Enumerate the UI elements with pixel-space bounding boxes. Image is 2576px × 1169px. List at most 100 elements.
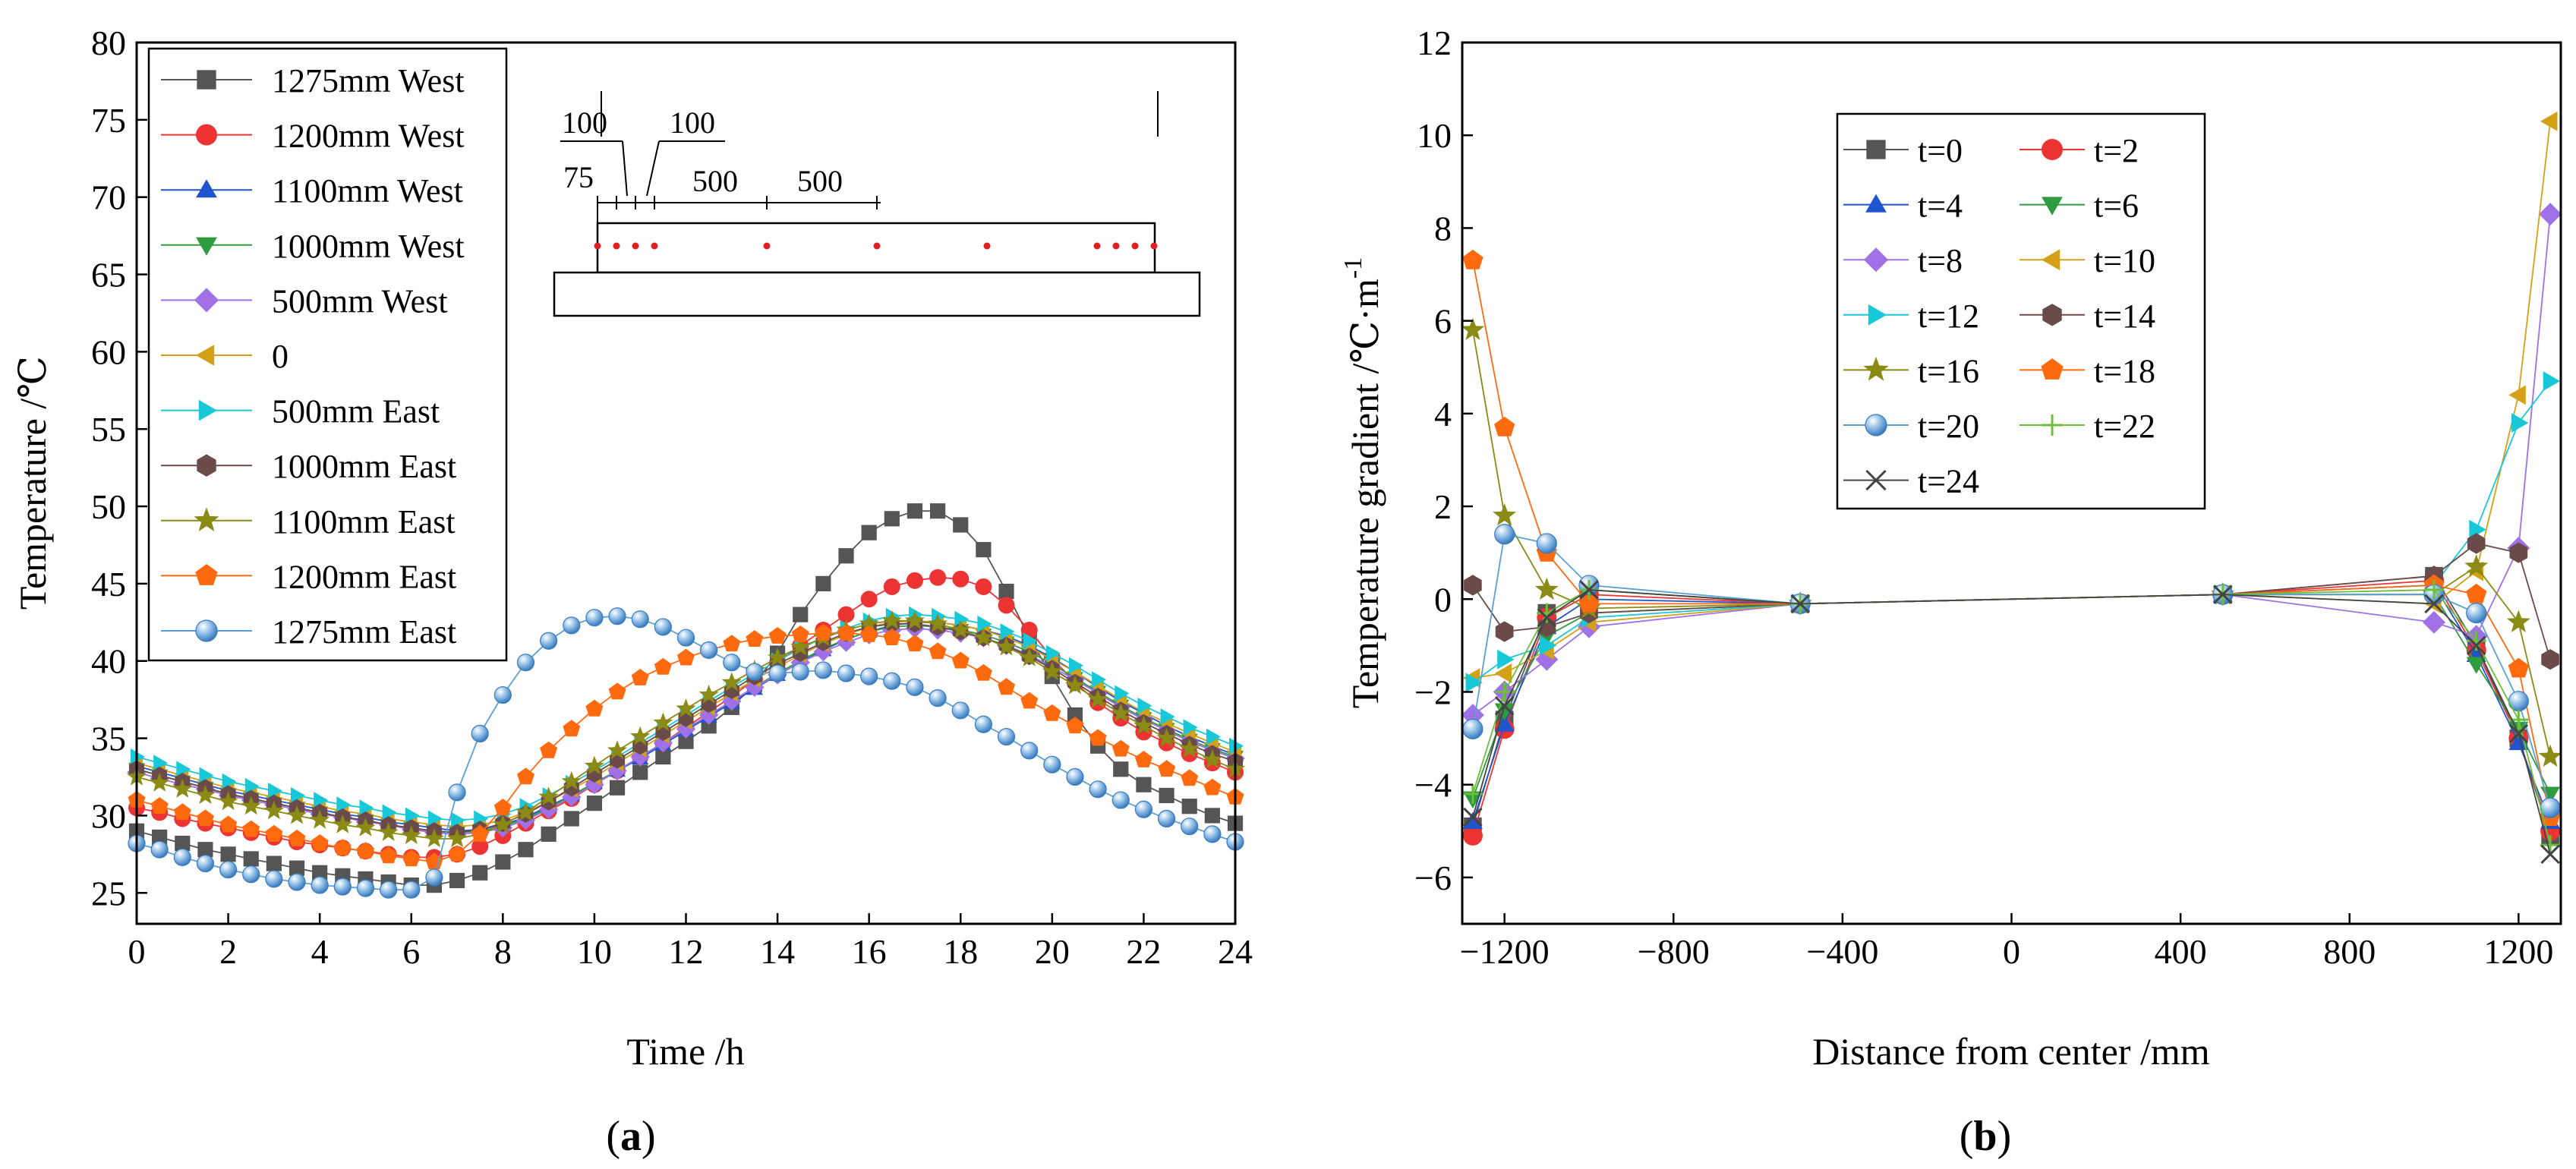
chart-a-data-point	[790, 636, 811, 656]
chart-a-data-point	[266, 855, 282, 871]
x-tick-label: 1200	[2483, 932, 2553, 971]
chart-b-data-point	[1465, 673, 1483, 693]
chart-a-legend-label: 1275mm West	[272, 62, 465, 99]
chart-a-data-point	[310, 809, 330, 829]
chart-b-data-point	[2540, 111, 2558, 131]
chart-b-data-point	[2466, 657, 2486, 674]
legend-marker	[1865, 469, 1887, 491]
chart-a-data-point	[471, 838, 489, 855]
chart-a-data-point	[1203, 825, 1222, 843]
chart-a-data-point	[951, 619, 971, 639]
chart-a-data-point	[382, 804, 397, 821]
chart-a-legend-item: 500mm East	[161, 393, 440, 430]
chart-a-data-point	[150, 840, 169, 859]
chart-a-data-point	[1158, 760, 1176, 777]
inset-sensor-dot	[1150, 242, 1158, 250]
chart-b-data-point	[1494, 714, 1515, 732]
chart-b-data-point	[2466, 635, 2486, 656]
chart-a-data-point	[1066, 767, 1084, 786]
chart-a-legend-item: 1275mm East	[161, 613, 456, 651]
caption-b-letter: b	[1973, 1113, 1997, 1160]
y-tick-label: 80	[91, 24, 126, 62]
chart-a-series-11	[128, 607, 1244, 899]
chart-a-data-point	[1156, 727, 1177, 747]
legend-marker	[196, 179, 217, 198]
chart-a-data-point	[333, 878, 352, 896]
inset-dim-500-a: 500	[692, 164, 738, 198]
chart-a-data-point	[953, 517, 969, 533]
chart-b-legend-item: t=18	[2019, 352, 2155, 389]
chart-b-legend: t=0 t=2 t=4 t=6 t=8 t=10 t=12 t=14 t=16 t=18 t=20 t…	[1836, 112, 2206, 510]
legend-marker	[2042, 304, 2062, 326]
chart-b-data-point	[2511, 413, 2529, 433]
chart-a-data-point	[1088, 688, 1108, 708]
chart-a-data-point	[906, 572, 923, 589]
inset-sensor-points	[594, 242, 1158, 250]
chart-a-data-point	[1089, 780, 1107, 799]
inset-sensor-dot	[613, 242, 620, 250]
chart-a-data-point	[196, 854, 215, 873]
chart-a-data-point	[288, 860, 305, 876]
y-tick-label: 0	[1434, 580, 1452, 619]
chart-a-data-point	[402, 849, 421, 867]
y-tick-label: 8	[1434, 209, 1452, 247]
inset-sensor-dot	[873, 242, 881, 250]
chart-a-data-point	[173, 803, 191, 821]
chart-a-data-point	[1042, 661, 1062, 681]
y-tick-label: 6	[1434, 302, 1452, 341]
chart-b-data-point	[1494, 416, 1515, 436]
chart-a-data-point	[1089, 729, 1107, 746]
chart-a-data-point	[1115, 685, 1130, 702]
chart-b-legend-label: t=10	[2094, 242, 2155, 279]
chart-b-data-point	[2424, 580, 2445, 600]
chart-a-data-point	[243, 851, 259, 867]
x-tick-label: 800	[2323, 932, 2376, 971]
y-tick-label: 70	[91, 178, 126, 217]
chart-b-data-point	[2508, 723, 2529, 744]
legend-marker	[1868, 304, 1887, 326]
chart-a-data-point	[929, 689, 947, 707]
chart-a-data-point	[563, 616, 581, 635]
chart-a-data-point	[265, 870, 283, 888]
chart-a-data-point	[1181, 799, 1197, 815]
chart-a-data-point	[951, 651, 970, 669]
chart-a-data-point	[998, 583, 1014, 600]
chart-a-data-point	[286, 805, 307, 824]
chart-b-data-point	[2508, 721, 2529, 739]
chart-a-data-point	[815, 575, 831, 591]
chart-b-data-point	[2508, 385, 2526, 405]
chart-b-legend-label: t=20	[1918, 408, 1979, 445]
chart-a-data-point	[493, 799, 512, 815]
chart-b: −1200 −800 −400 0 400 800 1200−6−4−2024681012 …	[1339, 24, 2562, 1073]
chart-b-legend-label: t=24	[1918, 463, 1979, 500]
chart-a-data-point	[516, 802, 536, 821]
chart-a-data-point	[998, 678, 1015, 695]
x-tick-label: 0	[2003, 932, 2020, 971]
chart-a-data-point	[631, 669, 649, 685]
chart-a-data-point	[976, 541, 992, 558]
chart-a-data-point	[196, 809, 214, 827]
chart-a-data-point	[904, 610, 925, 629]
legend-marker	[196, 124, 217, 146]
chart-a-data-point	[654, 657, 672, 675]
chart-a-data-point	[793, 607, 809, 622]
y-tick-label: 30	[91, 796, 126, 835]
chart-b-legend-item: t=6	[2019, 187, 2139, 225]
chart-b-legend-label: t=0	[1918, 132, 1963, 169]
chart-b-data-point	[1578, 593, 1600, 613]
chart-a-data-point	[1111, 739, 1130, 757]
chart-a-data-point	[1206, 728, 1221, 745]
chart-a-data-point	[288, 829, 306, 846]
chart-a-legend-item: 1100mm East	[161, 503, 456, 540]
chart-b-series-13	[1463, 580, 2560, 865]
chart-a-data-point	[1111, 791, 1130, 809]
chart-a-data-point	[380, 881, 398, 899]
chart-a-legend-item: 1000mm East	[161, 448, 456, 485]
chart-a-data-point	[493, 685, 512, 704]
chart-a-data-point	[607, 740, 628, 759]
chart-a-data-point	[541, 826, 557, 842]
y-tick-label: 45	[91, 565, 126, 603]
x-tick-label: 22	[1126, 932, 1161, 971]
chart-a-data-point	[402, 881, 421, 899]
chart-b-data-point	[1579, 580, 1599, 600]
